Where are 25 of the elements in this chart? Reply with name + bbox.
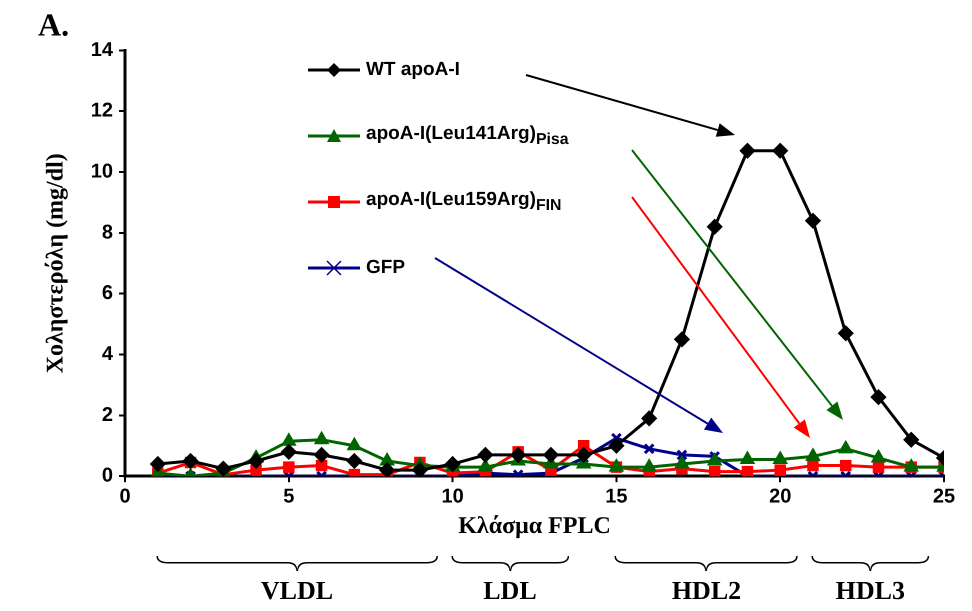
text: HDL2 bbox=[670, 576, 742, 606]
y-tick-label: 0 bbox=[102, 464, 114, 487]
x-tick-label: 20 bbox=[769, 486, 792, 508]
legend-label: GFP bbox=[366, 257, 406, 279]
y-tick-label: 10 bbox=[90, 160, 114, 183]
text: HDL3 bbox=[834, 576, 906, 606]
x-tick-label: 0 bbox=[119, 486, 131, 508]
x-tick-label: 15 bbox=[605, 486, 628, 508]
y-tick-label: 8 bbox=[102, 221, 114, 244]
chart-title: A. bbox=[38, 6, 70, 42]
y-tick-label: 14 bbox=[90, 38, 114, 61]
y-tick-label: 4 bbox=[102, 343, 114, 366]
x-tick-label: 10 bbox=[442, 486, 464, 508]
y-tick-label: 2 bbox=[102, 404, 114, 426]
x-axis-title: Κλάσμα FPLC bbox=[458, 512, 611, 539]
text: VLDL bbox=[260, 576, 334, 606]
y-tick-label: 12 bbox=[90, 100, 114, 122]
y-axis-title: Χοληστερόλη (mg/dl) bbox=[42, 153, 69, 374]
legend-label: apoA-I(Leu159Arg)$_{FIN}$ bbox=[366, 189, 562, 215]
legend-label: apoA-I(Leu141Arg)$_{Pisa}$ bbox=[366, 123, 569, 149]
legend-label: WT apoA-I bbox=[366, 59, 460, 81]
text: LDL bbox=[482, 576, 538, 606]
y-tick-label: 6 bbox=[102, 282, 114, 304]
x-tick-label: 25 bbox=[932, 486, 956, 508]
x-tick-label: 5 bbox=[283, 486, 294, 508]
